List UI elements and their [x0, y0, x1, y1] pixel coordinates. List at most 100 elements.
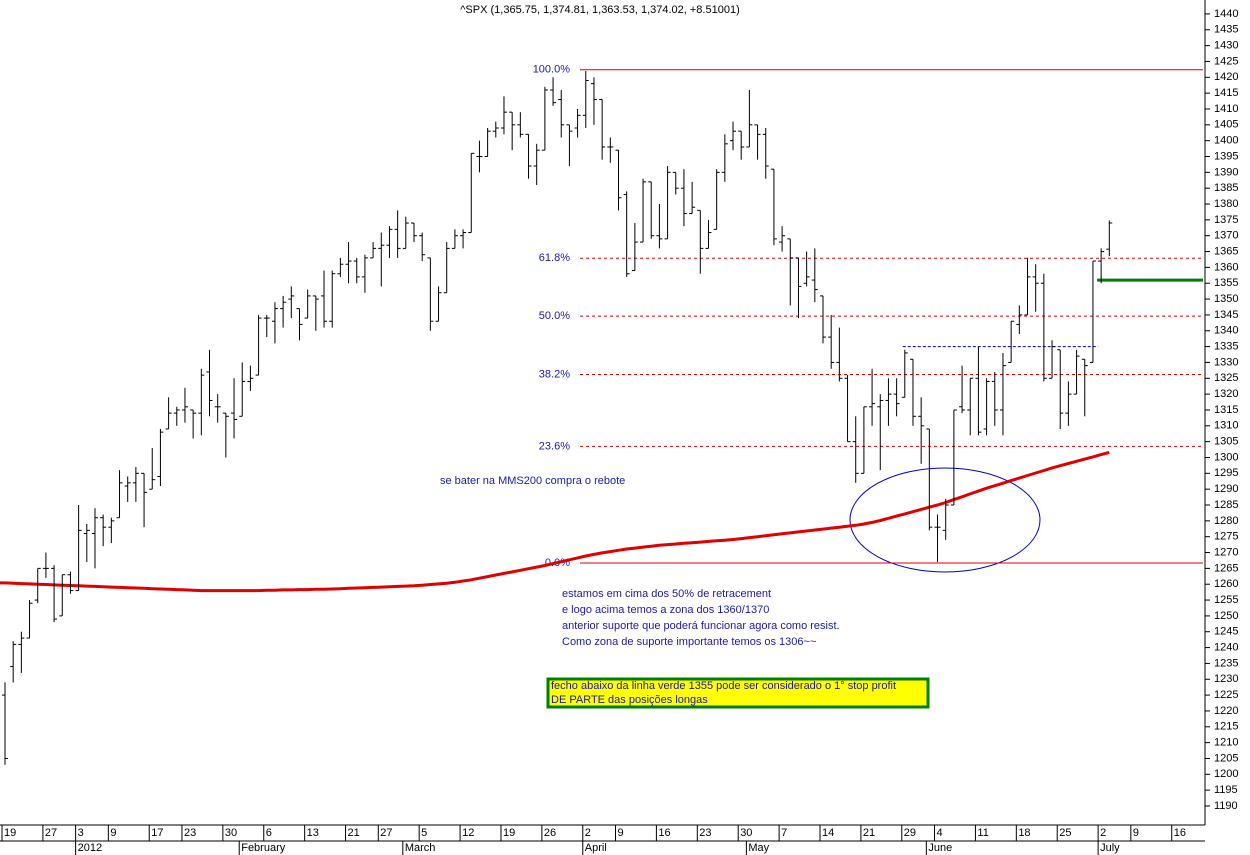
- y-tick-label: 1310: [1214, 420, 1238, 432]
- y-tick-label: 1235: [1214, 657, 1238, 669]
- y-tick-label: 1240: [1214, 641, 1238, 653]
- y-tick-label: 1290: [1214, 483, 1238, 495]
- callout-text: DE PARTE das posições longas: [551, 694, 708, 706]
- y-tick-label: 1305: [1214, 436, 1238, 448]
- y-tick-label: 1200: [1214, 768, 1238, 780]
- y-tick-label: 1220: [1214, 705, 1238, 717]
- month-label: February: [241, 842, 286, 854]
- x-tick-label: 19: [503, 827, 515, 839]
- y-tick-label: 1295: [1214, 467, 1238, 479]
- y-tick-label: 1355: [1214, 277, 1238, 289]
- y-tick-label: 1250: [1214, 610, 1238, 622]
- x-tick-label: 18: [1018, 827, 1030, 839]
- month-label: June: [928, 842, 952, 854]
- note: Como zona de suporte importante temos os…: [562, 636, 816, 648]
- x-tick-label: 3: [78, 827, 84, 839]
- y-tick-label: 1360: [1214, 261, 1238, 273]
- fib-label: 61.8%: [539, 252, 570, 264]
- x-tick-label: 4: [937, 827, 943, 839]
- callout-text: fecho abaixo da linha verde 1355 pode se…: [551, 680, 896, 692]
- x-tick-label: 26: [544, 827, 556, 839]
- fib-label: 50.0%: [539, 310, 570, 322]
- note: estamos em cima dos 50% de retracement: [562, 588, 771, 600]
- x-tick-label: 23: [699, 827, 711, 839]
- y-tick-label: 1330: [1214, 356, 1238, 368]
- y-tick-label: 1315: [1214, 404, 1238, 416]
- y-tick-label: 1270: [1214, 546, 1238, 558]
- y-tick-label: 1265: [1214, 562, 1238, 574]
- annotation: se bater na MMS200 compra o rebote: [440, 475, 625, 487]
- y-tick-label: 1350: [1214, 293, 1238, 305]
- y-tick-label: 1380: [1214, 198, 1238, 210]
- y-tick-label: 1320: [1214, 388, 1238, 400]
- x-tick-label: 19: [4, 827, 16, 839]
- callout-box: [546, 677, 930, 709]
- x-tick-label: 30: [225, 827, 237, 839]
- highlight-ellipse: [849, 467, 1041, 573]
- y-tick-label: 1335: [1214, 341, 1238, 353]
- y-tick-label: 1275: [1214, 531, 1238, 543]
- y-tick-label: 1370: [1214, 230, 1238, 242]
- y-tick-label: 1300: [1214, 451, 1238, 463]
- y-tick-label: 1225: [1214, 689, 1238, 701]
- x-tick-label: 21: [348, 827, 360, 839]
- y-tick-label: 1375: [1214, 214, 1238, 226]
- y-tick-label: 1190: [1214, 800, 1238, 812]
- y-tick-label: 1425: [1214, 55, 1238, 67]
- moving-average: [0, 450, 1110, 593]
- x-tick-label: 7: [781, 827, 787, 839]
- x-tick-label: 25: [1059, 827, 1071, 839]
- x-tick-label: 30: [740, 827, 752, 839]
- y-tick-label: 1195: [1214, 784, 1238, 796]
- month-label: April: [585, 842, 607, 854]
- y-tick-label: 1340: [1214, 325, 1238, 337]
- x-tick-label: 27: [45, 827, 57, 839]
- y-tick-label: 1405: [1214, 119, 1238, 131]
- x-tick-label: 23: [184, 827, 196, 839]
- month-label: March: [405, 842, 436, 854]
- y-tick-label: 1420: [1214, 71, 1238, 83]
- y-tick-label: 1430: [1214, 40, 1238, 52]
- x-tick-label: 21: [863, 827, 875, 839]
- y-tick-label: 1345: [1214, 309, 1238, 321]
- x-tick-label: 17: [151, 827, 163, 839]
- month-label: May: [748, 842, 769, 854]
- x-tick-label: 16: [1174, 827, 1186, 839]
- month-label: July: [1100, 842, 1120, 854]
- month-label: 2012: [78, 842, 102, 854]
- y-tick-label: 1435: [1214, 24, 1238, 36]
- x-tick-label: 5: [421, 827, 427, 839]
- y-tick-label: 1255: [1214, 594, 1238, 606]
- y-tick-label: 1410: [1214, 103, 1238, 115]
- y-tick-label: 1385: [1214, 182, 1238, 194]
- y-tick-label: 1285: [1214, 499, 1238, 511]
- x-tick-label: 13: [307, 827, 319, 839]
- fib-label: 38.2%: [539, 368, 570, 380]
- y-tick-label: 1215: [1214, 721, 1238, 733]
- y-tick-label: 1245: [1214, 626, 1238, 638]
- y-tick-label: 1260: [1214, 578, 1238, 590]
- fib-label: 23.6%: [539, 440, 570, 452]
- x-tick-label: 9: [110, 827, 116, 839]
- x-tick-label: 2: [585, 827, 591, 839]
- y-tick-label: 1395: [1214, 150, 1238, 162]
- x-tick-label: 29: [904, 827, 916, 839]
- note: e logo acima temos a zona dos 1360/1370: [562, 604, 769, 616]
- x-tick-label: 11: [977, 827, 988, 839]
- y-tick-label: 1210: [1214, 737, 1238, 749]
- y-tick-label: 1280: [1214, 515, 1238, 527]
- y-tick-label: 1230: [1214, 673, 1238, 685]
- chart-title: ^SPX (1,365.75, 1,374.81, 1,363.53, 1,37…: [460, 4, 739, 16]
- x-tick-label: 6: [266, 827, 272, 839]
- x-tick-label: 14: [822, 827, 834, 839]
- y-tick-label: 1205: [1214, 752, 1238, 764]
- y-tick-label: 1400: [1214, 135, 1238, 147]
- x-tick-label: 9: [1133, 827, 1139, 839]
- x-tick-label: 9: [618, 827, 624, 839]
- x-tick-label: 16: [658, 827, 670, 839]
- x-tick-label: 2: [1100, 827, 1106, 839]
- x-tick-label: 12: [462, 827, 474, 839]
- y-tick-label: 1415: [1214, 87, 1238, 99]
- note: anterior suporte que poderá funcionar ag…: [562, 620, 840, 632]
